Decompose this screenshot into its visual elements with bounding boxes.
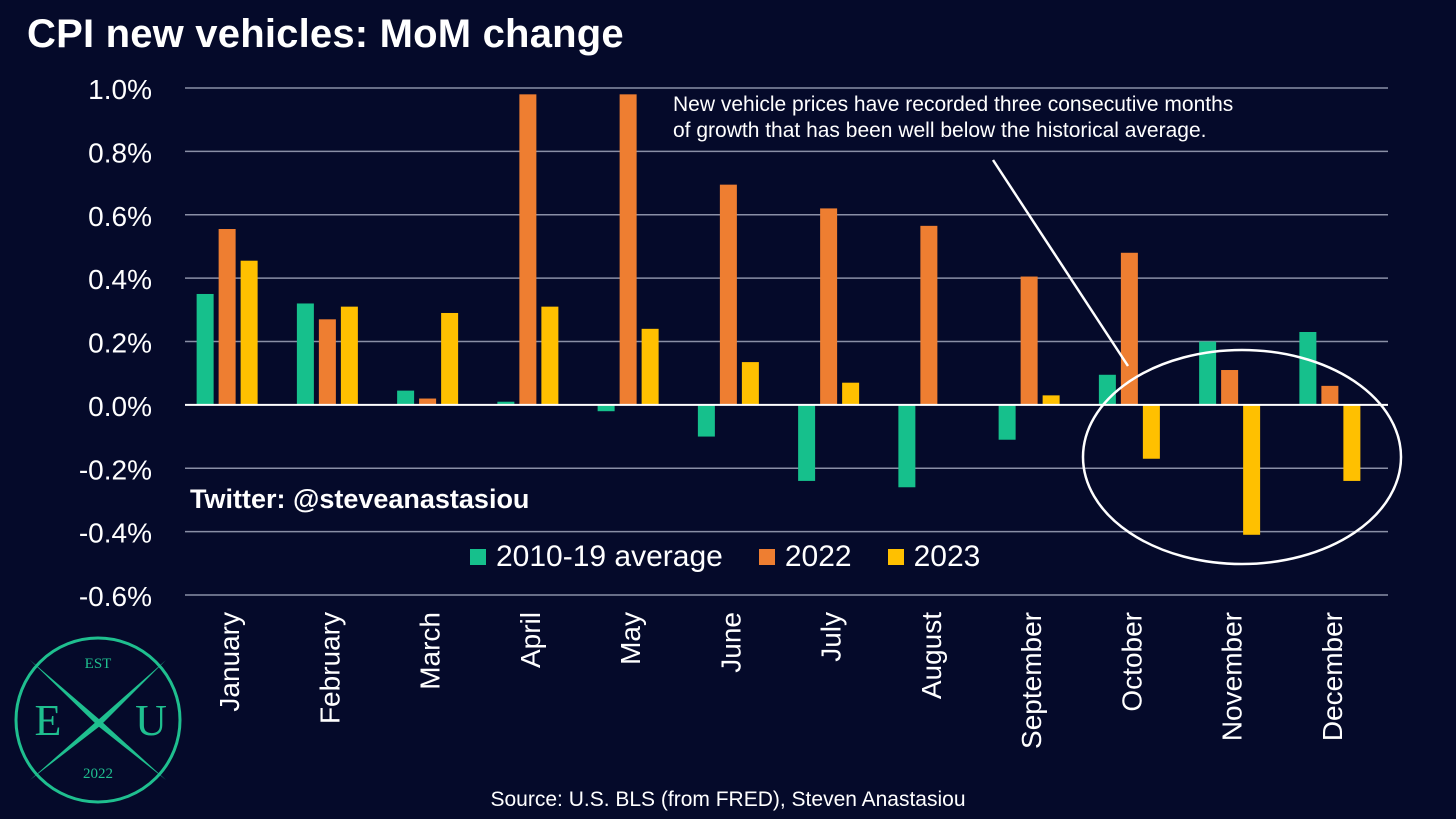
bar-2022 bbox=[820, 208, 838, 405]
bar-2022 bbox=[719, 184, 737, 405]
x-tick-label: November bbox=[1217, 612, 1248, 741]
x-tick-label: July bbox=[816, 612, 847, 662]
x-tick-label: August bbox=[916, 612, 947, 699]
bar-2010-19-average bbox=[1199, 341, 1217, 405]
x-tick-label: January bbox=[214, 612, 245, 712]
bar-2023 bbox=[741, 362, 759, 405]
bar-2022 bbox=[419, 398, 437, 405]
bar-2022 bbox=[920, 225, 938, 405]
legend-swatch-avg bbox=[470, 549, 486, 565]
source-note: Source: U.S. BLS (from FRED), Steven Ana… bbox=[490, 788, 966, 811]
y-tick-label: 1.0% bbox=[88, 74, 152, 105]
y-tick-label: 0.0% bbox=[88, 391, 152, 422]
y-tick-label: 0.4% bbox=[88, 264, 152, 295]
bar-2023 bbox=[842, 382, 860, 405]
logo-text-left: E bbox=[35, 696, 62, 745]
legend-swatch-2023 bbox=[887, 549, 904, 565]
bar-2010-19-average bbox=[1299, 331, 1317, 405]
bar-2022 bbox=[318, 319, 336, 405]
bar-2010-19-average bbox=[697, 404, 715, 437]
logo-text-right: U bbox=[135, 696, 167, 745]
y-tick-label: -0.6% bbox=[79, 581, 152, 612]
logo-text-top: EST bbox=[85, 656, 112, 672]
chart-legend: 2010-19 average 2022 2023 bbox=[470, 540, 1016, 574]
bar-2023 bbox=[340, 306, 358, 405]
bar-2010-19-average bbox=[497, 401, 515, 405]
chart-title: CPI new vehicles: MoM change bbox=[27, 12, 624, 56]
annotation-line-2: of growth that has been well below the h… bbox=[673, 119, 1207, 142]
bar-2022 bbox=[1321, 385, 1339, 405]
legend-item-avg: 2010-19 average bbox=[470, 540, 723, 574]
bar-2022 bbox=[218, 229, 236, 405]
logo-ring bbox=[14, 636, 182, 804]
bar-2023 bbox=[1243, 404, 1261, 535]
bar-2022 bbox=[519, 94, 537, 405]
twitter-handle: Twitter: @steveanastasiou bbox=[190, 484, 530, 514]
bar-2023 bbox=[240, 260, 258, 405]
bar-2010-19-average bbox=[196, 293, 214, 405]
x-tick-label: October bbox=[1116, 612, 1147, 712]
exu-logo: EST E U 2022 bbox=[14, 636, 182, 804]
annotation-pointer bbox=[991, 159, 1130, 367]
y-tick-label: 0.8% bbox=[88, 137, 152, 168]
legend-swatch-2022 bbox=[758, 549, 775, 565]
annotation-ellipse bbox=[1081, 348, 1403, 566]
annotation-line-1: New vehicle prices have recorded three c… bbox=[673, 93, 1234, 116]
bar-2023 bbox=[541, 306, 559, 405]
bar-2023 bbox=[641, 328, 659, 405]
bar-2023 bbox=[1343, 404, 1361, 481]
bar-2022 bbox=[1221, 370, 1239, 405]
legend-item-2022: 2022 bbox=[758, 540, 852, 574]
logo-stroke-b bbox=[30, 660, 166, 780]
bar-2022 bbox=[1020, 276, 1038, 405]
x-tick-label: December bbox=[1317, 612, 1348, 741]
legend-label-2023: 2023 bbox=[913, 540, 981, 573]
bar-2023 bbox=[1142, 404, 1160, 459]
x-tick-label: June bbox=[715, 612, 746, 673]
bar-2010-19-average bbox=[597, 404, 615, 412]
logo-text-bottom: 2022 bbox=[83, 766, 113, 782]
bar-2023 bbox=[441, 312, 459, 405]
y-tick-label: -0.2% bbox=[79, 454, 152, 485]
bar-2022 bbox=[1120, 252, 1138, 405]
bar-2010-19-average bbox=[898, 404, 916, 488]
y-tick-label: -0.4% bbox=[79, 518, 152, 549]
x-tick-label: March bbox=[415, 612, 446, 690]
bar-2010-19-average bbox=[998, 404, 1016, 440]
x-tick-label: February bbox=[314, 612, 345, 724]
bar-2010-19-average bbox=[397, 390, 415, 405]
legend-label-avg: 2010-19 average bbox=[496, 540, 723, 573]
x-tick-label: May bbox=[615, 612, 646, 665]
bar-2010-19-average bbox=[296, 303, 314, 405]
bar-2023 bbox=[1042, 395, 1060, 405]
y-tick-label: 0.6% bbox=[88, 201, 152, 232]
legend-label-2022: 2022 bbox=[784, 540, 852, 573]
bar-2010-19-average bbox=[798, 404, 816, 481]
y-tick-label: 0.2% bbox=[88, 328, 152, 359]
bar-2022 bbox=[619, 94, 637, 405]
x-tick-label: April bbox=[515, 612, 546, 668]
annotation-text: New vehicle prices have recorded three c… bbox=[673, 92, 1413, 144]
x-tick-label: September bbox=[1016, 612, 1047, 749]
legend-item-2023: 2023 bbox=[887, 540, 981, 574]
